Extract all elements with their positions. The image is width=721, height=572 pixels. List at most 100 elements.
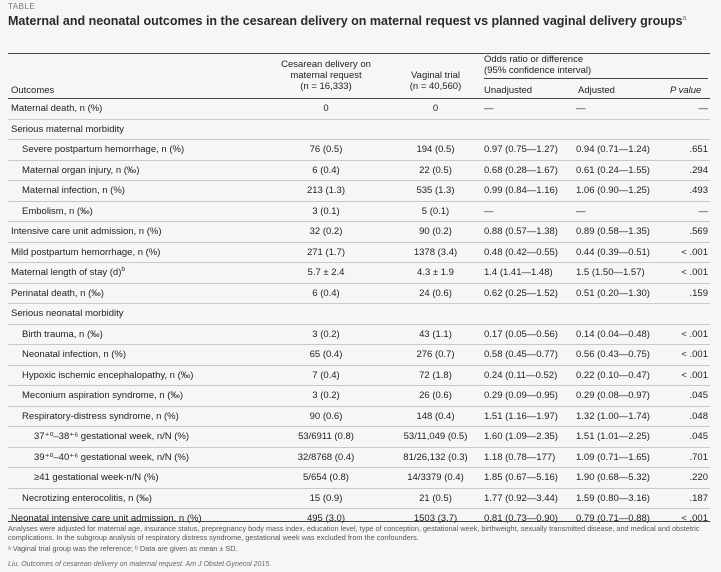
- cell-cdmr: 15 (0.9): [265, 487, 387, 509]
- cell-pvalue: .220: [674, 467, 710, 488]
- cell-cdmr: 213 (1.3): [265, 180, 387, 201]
- cell-pvalue: < .001: [674, 323, 710, 345]
- cell-unadjusted: 0.17 (0.05—0.56): [484, 323, 576, 345]
- cell-pvalue: < .001: [674, 344, 710, 365]
- cell-pvalue: .651: [674, 139, 710, 160]
- row-label: 39⁺⁰–40⁺⁶ gestational week, n/N (%): [8, 446, 265, 468]
- header-or-underline: [484, 78, 708, 79]
- row-label: Mild postpartum hemorrhage, n (%): [8, 241, 265, 263]
- table-row: ≥41 gestational week-n/N (%) 5/654 (0.8) 1…: [8, 467, 710, 488]
- cell-pvalue: < .001: [674, 241, 710, 263]
- cell-vaginal-trial: 5 (0.1): [387, 200, 484, 222]
- outcomes-table: Maternal death, n (%) 0 0— — — Serious matern…: [8, 99, 710, 529]
- table-row: Neonatal infection, n (%) 65 (0.4) 276 (0.…: [8, 344, 710, 365]
- cell-cdmr: 53/6911 (0.8): [265, 426, 387, 447]
- cell-unadjusted: 1.77 (0.92—3.44): [484, 487, 576, 509]
- cell-vaginal-trial: 53/11,049 (0.5): [387, 426, 484, 447]
- cell-cdmr: 3 (0.2): [265, 323, 387, 345]
- row-label: Maternal death, n (%): [11, 103, 103, 115]
- cell-unadjusted: 0.99 (0.84—1.16): [484, 180, 576, 201]
- header-adjusted: Adjusted: [578, 85, 615, 96]
- cell-unadjusted: 1.51 (1.16—1.97): [484, 405, 576, 427]
- cell-unadjusted: 0.29 (0.09—0.95): [484, 385, 576, 406]
- cell-vaginal-trial: 4.3 ± 1.9: [387, 262, 484, 283]
- cell-pvalue: < .001: [674, 364, 710, 386]
- cell-cdmr: 5/654 (0.8): [265, 467, 387, 488]
- header-vt-line1: Vaginal trial: [411, 70, 460, 81]
- cell-pvalue: .048: [674, 405, 710, 427]
- header-cdmr-n: (n = 16,333): [300, 81, 352, 92]
- row-label: Maternal length of stay (d)b: [8, 262, 265, 283]
- cell-vaginal-trial: 81/26,132 (0.3): [387, 446, 484, 468]
- cell-adjusted: 1.51 (1.01—2.25): [576, 426, 674, 447]
- table-row: 37⁺⁰–38⁺⁶ gestational week, n/N (%) 53/69…: [8, 426, 710, 447]
- table-title: Maternal and neonatal outcomes in the ce…: [8, 12, 713, 28]
- cell-vaginal-trial: 24 (0.6): [387, 282, 484, 304]
- cell-unadjusted: 0.62 (0.25—1.52): [484, 282, 576, 304]
- cell-vaginal-trial: 148 (0.4): [387, 405, 484, 427]
- cell-pvalue: < .001: [674, 262, 710, 283]
- cell-adjusted: —: [576, 103, 586, 115]
- cell-cdmr: [265, 118, 387, 140]
- table-row: Mild postpartum hemorrhage, n (%) 271 (1.…: [8, 241, 710, 263]
- table-row: Serious maternal morbidity: [8, 118, 710, 140]
- cell-cdmr: 6 (0.4): [265, 282, 387, 304]
- cell-pvalue: .045: [674, 426, 710, 447]
- cell-pvalue: [674, 303, 710, 324]
- cell-unadjusted: [484, 118, 576, 140]
- cell-adjusted: 1.90 (0.68—5.32): [576, 467, 674, 488]
- cell-unadjusted: 0.68 (0.28—1.67): [484, 159, 576, 181]
- header-or-line1: Odds ratio or difference: [484, 54, 584, 65]
- cell-adjusted: 1.5 (1.50—1.57): [576, 262, 674, 283]
- row-label: Serious maternal morbidity: [8, 118, 265, 140]
- cell-unadjusted: 0.97 (0.75—1.27): [484, 139, 576, 160]
- cell-unadjusted: 0.58 (0.45—0.77): [484, 344, 576, 365]
- row-label: Neonatal intensive care unit admission, …: [8, 508, 265, 529]
- cell-pvalue: [674, 118, 710, 140]
- row-label: Maternal infection, n (%): [8, 180, 265, 201]
- cell-adjusted: 0.94 (0.71—1.24): [576, 139, 674, 160]
- row-label: Necrotizing enterocolitis, n (‰): [8, 487, 265, 509]
- cell-unadjusted: 1.18 (0.78—177): [484, 446, 576, 468]
- cell-vaginal-trial: [387, 303, 484, 324]
- table-row: Birth trauma, n (‰) 3 (0.2) 43 (1.1) 0.17 (…: [8, 323, 710, 345]
- row-label: Neonatal infection, n (%): [8, 344, 265, 365]
- cell-unadjusted: [484, 303, 576, 324]
- cell-vaginal-trial: 26 (0.6): [387, 385, 484, 406]
- table-row: Maternal death, n (%) 0 0 — — —: [8, 99, 710, 119]
- cell-vaginal-trial: 14/3379 (0.4): [387, 467, 484, 488]
- cell-cdmr: 32 (0.2): [265, 221, 387, 242]
- title-footnote-marker: a: [682, 15, 687, 22]
- row-label: Birth trauma, n (‰): [8, 323, 265, 345]
- table-row: Necrotizing enterocolitis, n (‰) 15 (0.9)…: [8, 487, 710, 509]
- cell-unadjusted: 1.60 (1.09—2.35): [484, 426, 576, 447]
- cell-pvalue: —: [698, 103, 709, 115]
- top-rule: [8, 53, 710, 54]
- cell-vaginal-trial: 1378 (3.4): [387, 241, 484, 263]
- cell-adjusted: 0.29 (0.08—0.97): [576, 385, 674, 406]
- cell-cdmr: 3 (0.1): [265, 200, 387, 222]
- row-label: 37⁺⁰–38⁺⁶ gestational week, n/N (%): [8, 426, 265, 447]
- cell-unadjusted: 0.81 (0.73—0.90): [484, 508, 576, 529]
- cell-cdmr: 495 (3.0): [265, 508, 387, 529]
- row-label: Embolism, n (‰): [8, 200, 265, 222]
- cell-unadjusted: 0.24 (0.11—0.52): [484, 364, 576, 386]
- row-label: Respiratory-distress syndrome, n (%): [8, 405, 265, 427]
- cell-vaginal-trial: 43 (1.1): [387, 323, 484, 345]
- header-unadjusted: Unadjusted: [484, 85, 533, 96]
- row-footnote-marker: b: [121, 266, 125, 274]
- row-label: ≥41 gestational week-n/N (%): [8, 467, 265, 488]
- cell-adjusted: —: [576, 200, 674, 222]
- header-vt: Vaginal trial (n = 40,560): [387, 70, 484, 92]
- cell-cdmr: 76 (0.5): [265, 139, 387, 160]
- header-pvalue: P value: [670, 85, 702, 96]
- row-label: Meconium aspiration syndrome, n (‰): [8, 385, 265, 406]
- cell-unadjusted: —: [484, 200, 576, 222]
- cell-vaginal-trial: 1503 (3.7): [387, 508, 484, 529]
- row-label: Severe postpartum hemorrhage, n (%): [8, 139, 265, 160]
- cell-pvalue: .569: [674, 221, 710, 242]
- citation: Liu. Outcomes of cesarean delivery on ma…: [8, 561, 272, 568]
- cell-vaginal-trial: 194 (0.5): [387, 139, 484, 160]
- cell-adjusted: 0.44 (0.39—0.51): [576, 241, 674, 263]
